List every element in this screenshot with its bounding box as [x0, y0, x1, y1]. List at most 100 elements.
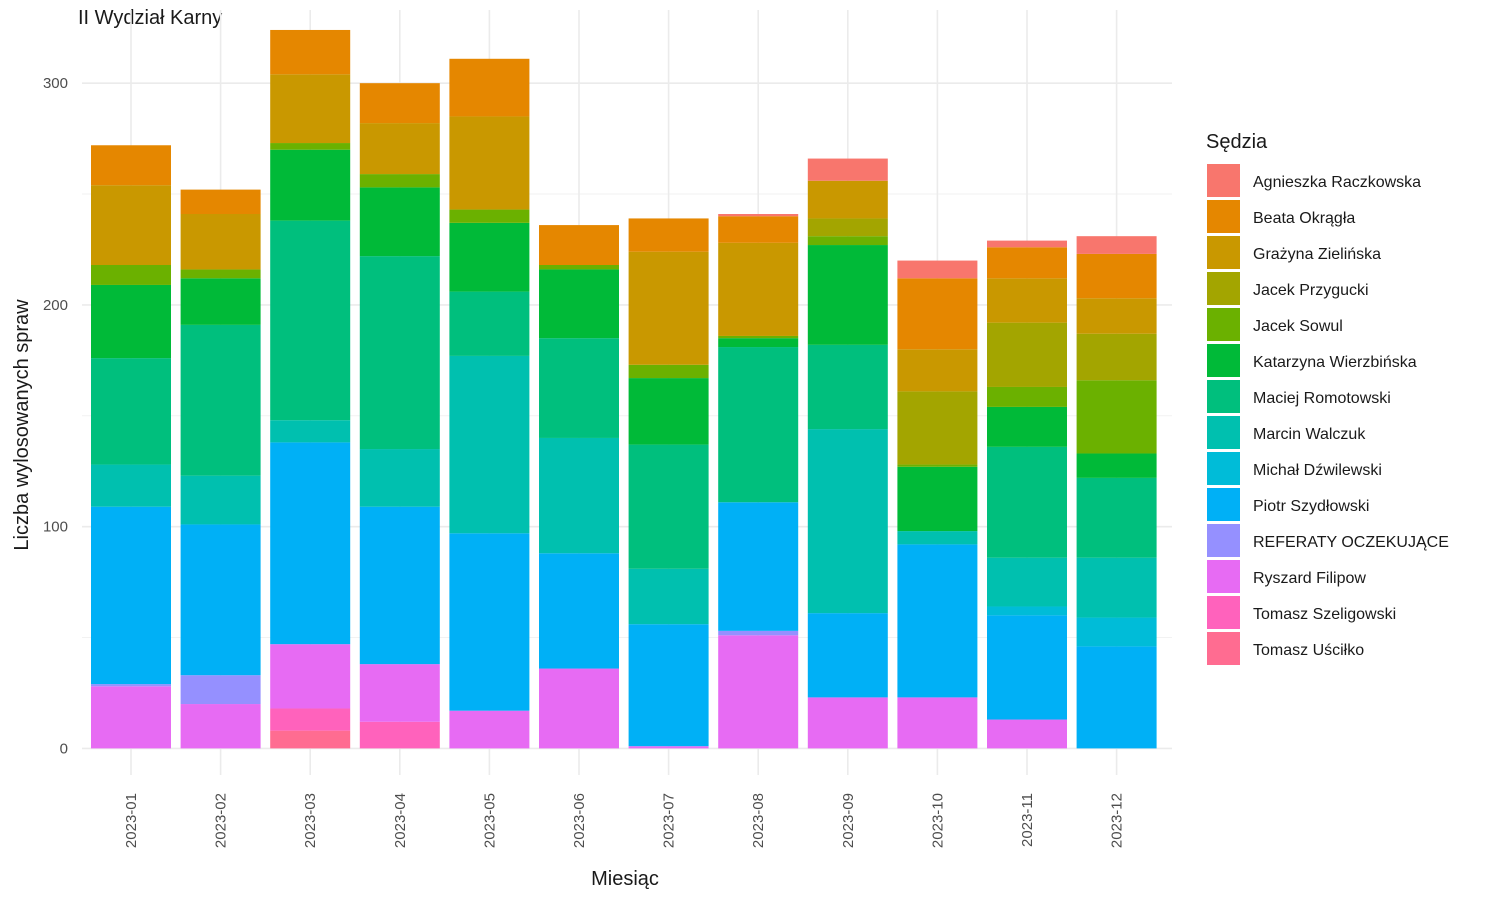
bar-segment	[270, 143, 351, 150]
bar-segment	[807, 218, 888, 237]
bar-segment	[180, 704, 261, 749]
bar-segment	[987, 719, 1067, 749]
bar-segment	[1076, 333, 1157, 381]
bar-segment	[91, 265, 171, 285]
x-tick-label: 2023-03	[302, 793, 319, 848]
bar-segment	[897, 464, 978, 467]
bar-segment	[180, 189, 261, 214]
bar-segment	[718, 338, 799, 348]
bar-segment	[270, 220, 351, 421]
y-tick-label: 300	[43, 75, 68, 92]
bar-segment	[449, 209, 530, 223]
bar-segment	[539, 553, 619, 669]
bar-segment	[897, 260, 978, 279]
legend-label: Grażyna Zielińska	[1253, 246, 1381, 263]
bar-segment	[270, 149, 351, 221]
bar-segment	[91, 145, 171, 186]
bar-segment	[987, 322, 1067, 387]
bar-segment	[1076, 557, 1157, 618]
bar-segment	[987, 240, 1067, 248]
bar-segment	[628, 218, 709, 252]
bar-segment	[987, 406, 1067, 447]
bar-segment	[718, 347, 799, 503]
bar-segment	[987, 557, 1067, 607]
legend-title: Sędzia	[1206, 131, 1268, 153]
legend-label: Ryszard Filipow	[1253, 570, 1366, 587]
bar-segment	[987, 247, 1067, 279]
bar-segment	[718, 502, 799, 631]
bar-segment	[1076, 646, 1157, 749]
bar-segment	[359, 83, 440, 124]
x-tick-label: 2023-12	[1109, 793, 1126, 848]
bar-segment	[628, 251, 709, 365]
legend-swatch	[1207, 560, 1240, 593]
x-tick-label: 2023-01	[123, 793, 140, 848]
bar-segment	[897, 531, 978, 545]
legend-label: Michał Dźwilewski	[1253, 462, 1382, 479]
legend: Sędzia Agnieszka Raczkowska Beata Okrągła…	[1206, 131, 1449, 665]
legend-label: REFERATY OCZEKUJĄCE	[1253, 534, 1449, 551]
x-axis-title: Miesiąc	[591, 868, 659, 890]
legend-label: Tomasz Szeligowski	[1253, 606, 1396, 623]
bar-segment	[807, 180, 888, 219]
bar-segment	[449, 355, 530, 534]
y-axis-ticks: 0 100 200 300	[43, 75, 68, 757]
legend-label: Beata Okrągła	[1253, 210, 1355, 227]
legend-swatch	[1207, 416, 1240, 449]
bar-segment	[987, 446, 1067, 558]
bar-segment	[897, 697, 978, 749]
bar-segment	[539, 338, 619, 438]
bar-segment	[270, 644, 351, 709]
bar-segment	[180, 214, 261, 270]
legend-swatch	[1207, 632, 1240, 665]
legend-label: Jacek Przygucki	[1253, 282, 1369, 299]
legend-swatch	[1207, 344, 1240, 377]
bar-segment	[718, 635, 799, 749]
bar-segment	[539, 265, 619, 270]
x-tick-label: 2023-02	[213, 793, 230, 848]
bar-segment	[718, 242, 799, 336]
bar-segment	[807, 429, 888, 614]
bar-segment	[180, 675, 261, 705]
bar-segment	[718, 214, 799, 217]
legend-swatch	[1207, 452, 1240, 485]
bar-segment	[180, 269, 261, 279]
bar-segment	[449, 222, 530, 292]
bar-segment	[718, 216, 799, 243]
bar-layer	[91, 29, 1157, 749]
x-tick-label: 2023-10	[929, 793, 946, 848]
bar-segment	[1076, 380, 1157, 454]
bar-segment	[359, 256, 440, 450]
x-tick-label: 2023-06	[571, 793, 588, 848]
bar-segment	[897, 544, 978, 698]
bar-segment	[270, 730, 351, 749]
bar-segment	[270, 74, 351, 144]
bar-segment	[359, 174, 440, 188]
legend-label: Maciej Romotowski	[1253, 390, 1391, 407]
bar-segment	[539, 269, 619, 339]
bar-segment	[449, 291, 530, 356]
x-tick-label: 2023-05	[481, 793, 498, 848]
legend-items: Agnieszka Raczkowska Beata Okrągła Grażyna…	[1207, 164, 1449, 665]
x-tick-label: 2023-07	[661, 793, 678, 848]
y-tick-label: 100	[43, 519, 68, 536]
bar-segment	[807, 344, 888, 430]
x-tick-label: 2023-11	[1019, 793, 1036, 847]
legend-label: Piotr Szydłowski	[1253, 498, 1369, 515]
bar-segment	[897, 349, 978, 392]
y-tick-label: 200	[43, 297, 68, 314]
x-tick-label: 2023-09	[840, 793, 857, 848]
bar-segment	[807, 236, 888, 246]
legend-swatch	[1207, 524, 1240, 557]
bar-segment	[1076, 477, 1157, 558]
bar-segment	[897, 278, 978, 350]
bar-segment	[270, 29, 351, 75]
bar-segment	[270, 442, 351, 645]
bar-segment	[270, 420, 351, 443]
bar-segment	[180, 324, 261, 476]
bar-segment	[449, 533, 530, 711]
bar-segment	[91, 464, 171, 507]
bar-segment	[987, 615, 1067, 720]
bar-segment	[359, 506, 440, 665]
